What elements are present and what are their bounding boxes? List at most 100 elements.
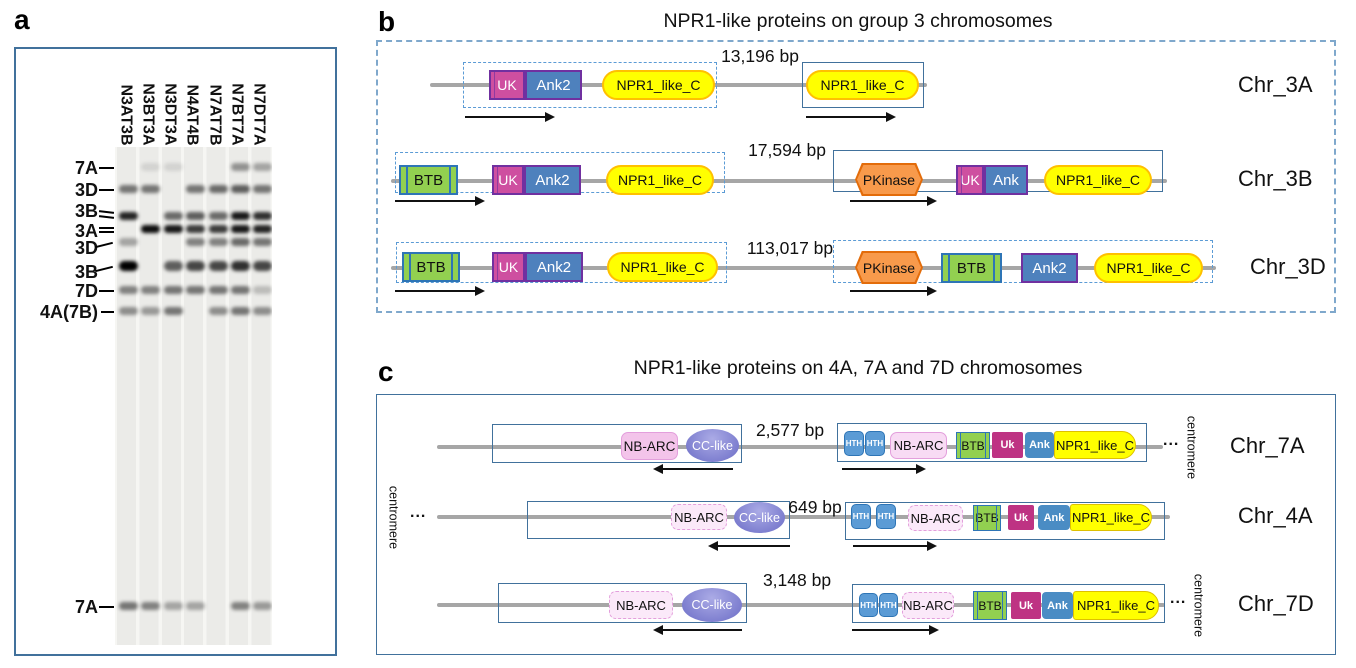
domain-btb: BTB: [973, 505, 1001, 531]
chromosome-line: [391, 179, 1167, 183]
domain-npr1-like-c: NPR1_like_C: [1070, 504, 1152, 531]
gel-lane-streaks: [117, 147, 272, 645]
domain-ank2: Ank2: [525, 252, 583, 282]
domain-uk: UK: [956, 165, 984, 195]
band-tick: [99, 227, 114, 229]
gel-band-label: 3D: [74, 180, 98, 200]
chromosome-label: Chr_7D: [1238, 591, 1314, 616]
domain-ank2: Ank2: [524, 165, 581, 195]
ellipsis: ...: [410, 504, 427, 521]
domain-pkinase: PKinase: [855, 163, 923, 196]
gel-lane-label: N7DT7A: [250, 83, 268, 146]
gel-band-label: 3A: [74, 221, 98, 241]
domain-hth: HTH: [859, 593, 878, 617]
gene-direction-arrow: [852, 624, 939, 635]
gel-image: [115, 147, 272, 645]
gel-lane-label: N3BT3A: [139, 83, 157, 146]
domain-btb: BTB: [956, 432, 990, 459]
gene-direction-arrow: [653, 624, 742, 635]
domain-nb-arc: NB-ARC: [902, 592, 954, 619]
domain-ank2: Ank2: [525, 70, 582, 100]
gel-band-row: [119, 261, 138, 271]
chromosome-line: [437, 515, 1170, 519]
gel-lane-label: N4AT4B: [183, 84, 201, 146]
gel-band-label: 7D: [74, 281, 98, 301]
gel-band-label: 3B: [74, 201, 98, 221]
domain-npr1-like-c: NPR1_like_C: [607, 252, 718, 282]
gel-band-label: 7A: [74, 158, 98, 178]
domain-ank: Ank: [1038, 505, 1070, 530]
domain-npr1-like-c: NPR1_like_C: [1073, 591, 1159, 620]
gene-direction-arrow: [842, 463, 926, 474]
domain-hth: HTH: [879, 593, 898, 617]
distance-label: 649 bp: [788, 497, 842, 517]
panel-label-a: a: [14, 4, 30, 35]
domain-ank2: Ank2: [1021, 253, 1078, 283]
gel-band-row: [119, 286, 138, 294]
gene-box: [527, 501, 790, 539]
domain-pkinase: PKinase: [855, 251, 923, 284]
distance-label: 17,594 bp: [748, 140, 826, 160]
band-tick: [99, 290, 114, 292]
chromosome-label: Chr_3A: [1238, 72, 1313, 97]
gene-direction-arrow: [806, 111, 896, 122]
domain-ank: Ank: [1042, 592, 1073, 619]
gel-band-label: 3B: [74, 262, 98, 282]
domain-nb-arc: NB-ARC: [890, 432, 947, 459]
gel-band-label: 7A: [74, 597, 98, 617]
gene-direction-arrow: [653, 463, 733, 474]
band-tick: [99, 231, 114, 233]
domain-npr1-like-c: NPR1_like_C: [1044, 165, 1152, 195]
domain-ank: Ank: [984, 165, 1028, 195]
gene-direction-arrow: [465, 111, 555, 122]
domain-hth: HTH: [851, 504, 871, 529]
chromosome-label: Chr_3B: [1238, 166, 1313, 191]
gel-band-row: [119, 602, 138, 610]
domain-uk: UK: [492, 252, 525, 282]
domain-npr1-like-c: NPR1_like_C: [602, 70, 715, 100]
chromosome-label: Chr_3D: [1250, 254, 1326, 279]
domain-uk: UK: [492, 165, 524, 195]
domain-uk: Uk: [992, 432, 1023, 458]
chromosome-line: [391, 266, 1216, 270]
domain-npr1-like-c: NPR1_like_C: [1094, 253, 1203, 283]
gene-box: [492, 424, 742, 463]
gel-band-row: [119, 225, 138, 233]
gel-band-row: [119, 307, 138, 315]
domain-btb: BTB: [973, 591, 1007, 620]
gel-lane-label: N3DT3A: [161, 83, 179, 146]
gel-lane-label: N7AT7B: [206, 84, 224, 146]
distance-label: 3,148 bp: [762, 570, 832, 590]
domain-nb-arc: NB-ARC: [671, 504, 727, 530]
gene-box: [396, 242, 727, 283]
domain-btb: BTB: [399, 165, 458, 195]
domain-nb-arc: NB-ARC: [908, 505, 963, 531]
gene-box: [802, 62, 924, 108]
gene-box: [845, 502, 1165, 540]
domain-ank: Ank: [1025, 432, 1054, 458]
band-tick: [101, 311, 114, 313]
panel-b-title: NPR1-like proteins on group 3 chromosome…: [663, 10, 1053, 32]
domain-uk: Uk: [1011, 592, 1041, 619]
gene-direction-arrow: [853, 540, 937, 551]
panel-c-title: NPR1-like proteins on 4A, 7A and 7D chro…: [633, 357, 1083, 379]
domain-pkinase-label: PKinase: [857, 253, 921, 282]
gel-band-row: [119, 238, 138, 246]
centromere-label: centromere: [1191, 573, 1206, 638]
band-tick: [99, 167, 114, 169]
ellipsis: ...: [1163, 432, 1180, 449]
gene-direction-arrow: [708, 540, 790, 551]
domain-uk: UK: [489, 70, 525, 100]
domain-hth: HTH: [865, 431, 885, 456]
panel-label-b: b: [378, 6, 396, 37]
panel-c-box: [376, 394, 1336, 655]
domain-hth: HTH: [844, 431, 864, 456]
chromosome-line: [437, 445, 1163, 449]
centromere-label: centromere: [386, 485, 401, 550]
gene-box: [837, 423, 1147, 462]
band-tick: [99, 189, 114, 191]
gene-direction-arrow: [395, 285, 485, 296]
domain-cc-like: CC-like: [686, 429, 739, 462]
domain-cc-like: CC-like: [734, 502, 785, 533]
gene-box: [498, 583, 747, 623]
